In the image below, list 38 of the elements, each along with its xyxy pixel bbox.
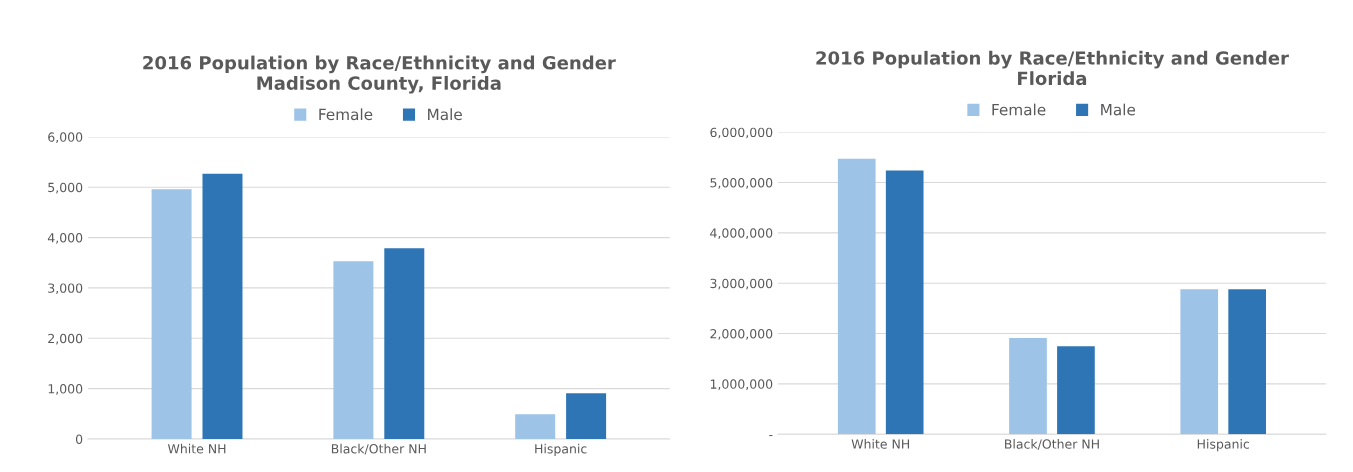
bar [384,248,425,439]
y-tick-label: 4,000,000 [710,228,773,240]
y-tick-label: 0 [75,434,83,444]
y-tick-label: 4,000 [47,233,83,244]
y-tick-label: 5,000 [48,182,83,194]
bar [566,393,607,439]
chart-title: 2016 Population by Race/Ethnicity and Gender Madison County, Florida [143,55,616,94]
legend-label: Male [428,108,462,121]
x-tick-label: Hispanic [535,443,587,456]
bar [1180,289,1219,435]
y-tick-label: 2,000 [48,333,83,345]
legend-label: Female [992,103,1046,116]
y-tick-label: 6,000,000 [710,127,773,139]
x-tick-label: Black/Other NH [1005,439,1099,450]
y-tick-label: 1,000,000 [710,379,773,391]
bar [515,414,556,439]
x-tick-label: Hispanic [1197,439,1250,452]
bar [1228,289,1267,435]
x-tick-label: White NH [851,439,910,449]
y-tick-label: 6,000 [48,132,83,144]
x-tick-label: Black/Other NH [331,443,426,455]
chart-title: 2016 Population by Race/Ethnicity and Gender Florida [816,50,1289,86]
bar [333,261,374,439]
y-tick-label: 1,000 [48,384,83,395]
bar [151,189,192,439]
bar [1009,338,1047,435]
x-tick-label: White NH [167,443,226,454]
y-tick-label: 2,000,000 [710,329,773,340]
bar [837,158,876,435]
bar [202,173,243,439]
y-tick-label: 3,000 [48,283,83,295]
bar [1057,346,1095,435]
legend-label: Male [1101,103,1136,116]
legend-label: Female [319,108,373,121]
bar [885,170,924,435]
y-tick-label: 5,000,000 [710,177,773,189]
y-tick-label: - [769,435,773,437]
y-tick-label: 3,000,000 [710,278,773,290]
